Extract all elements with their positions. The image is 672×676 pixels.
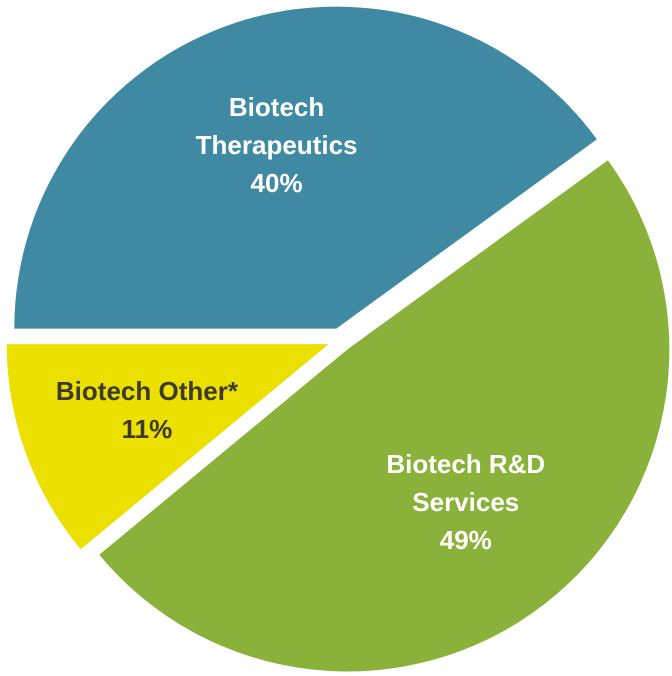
pie-slice	[6, 344, 329, 550]
category-label: Biotech Other*	[55, 375, 238, 406]
slice-label: Biotech Other* 11%	[27, 372, 267, 448]
pie-slice	[99, 160, 670, 672]
slice-label: Biotech R&D Services 49%	[366, 445, 566, 559]
category-label: Biotech R&D Services	[386, 449, 546, 518]
slice-label: Biotech Therapeutics 40%	[172, 88, 382, 202]
category-label: Biotech Therapeutics	[195, 91, 358, 160]
pie-slice	[14, 6, 597, 329]
value-label: 49%	[439, 525, 492, 556]
value-label: 40%	[250, 167, 303, 198]
value-label: 11%	[121, 413, 173, 444]
